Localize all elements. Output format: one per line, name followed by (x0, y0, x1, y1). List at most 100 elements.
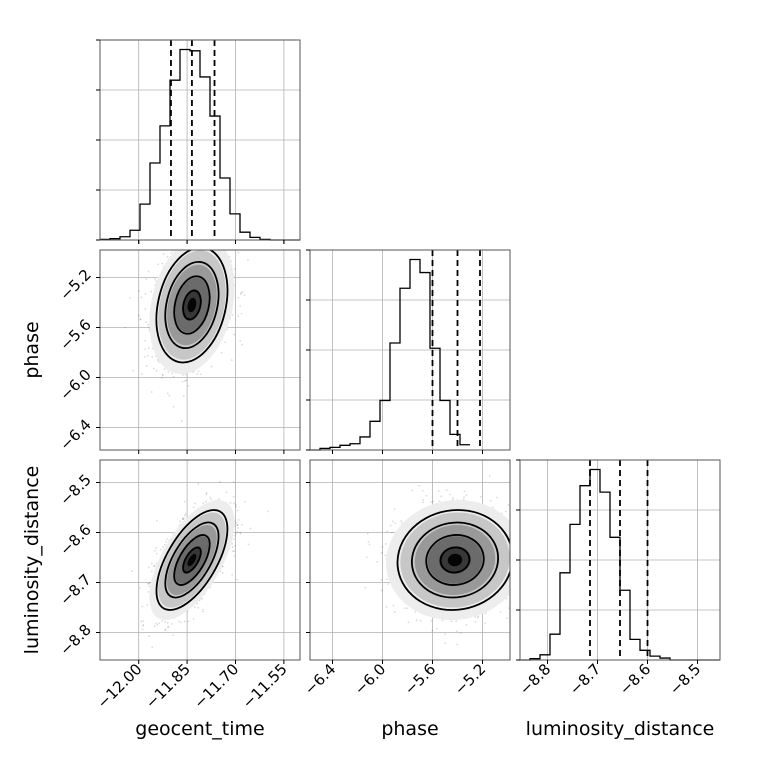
sample-point (170, 252, 172, 254)
sample-point (510, 602, 512, 604)
sample-point (512, 563, 514, 565)
sample-point (380, 551, 383, 554)
sample-point (129, 297, 132, 299)
sample-point (166, 392, 169, 395)
sample-point (236, 578, 239, 581)
sample-point (196, 230, 198, 232)
sample-point (219, 243, 221, 245)
sample-point (393, 508, 396, 511)
sample-point (166, 621, 169, 624)
sample-point (474, 616, 477, 618)
sample-point (444, 642, 447, 645)
sample-point (235, 522, 237, 524)
sample-point (157, 263, 160, 266)
sample-point (431, 629, 434, 632)
sample-point (207, 233, 209, 235)
sample-point (241, 291, 244, 293)
sample-point (236, 509, 239, 512)
sample-point (233, 550, 236, 553)
sample-point (237, 315, 240, 317)
contour-line (173, 534, 211, 586)
sample-point (215, 236, 217, 238)
sample-point (151, 355, 154, 358)
sample-point (148, 585, 151, 588)
contour-line (164, 521, 220, 599)
sample-point (197, 234, 199, 236)
sample-point (144, 292, 147, 295)
sample-point (208, 236, 210, 238)
sample-point (237, 518, 240, 521)
sample-point (237, 296, 240, 299)
sample-point (438, 500, 441, 503)
sample-point (220, 242, 222, 244)
density-panel-phase-vs-luminosity_distance (309, 459, 519, 661)
sample-point (205, 234, 207, 236)
sample-point (196, 237, 198, 239)
sample-point (167, 370, 170, 373)
sample-point (235, 506, 238, 508)
sample-point (368, 543, 371, 546)
sample-point (232, 550, 234, 553)
sample-point (171, 372, 174, 375)
sample-point (415, 619, 418, 622)
sample-point (147, 354, 149, 357)
sample-point (459, 632, 462, 635)
panel-content (124, 230, 249, 422)
contour-line (155, 509, 229, 611)
sample-point (499, 611, 502, 613)
sample-point (209, 496, 212, 499)
sample-point (455, 620, 458, 623)
sample-point (231, 546, 234, 548)
sample-point (236, 524, 239, 527)
sample-point (421, 489, 424, 492)
sample-point (146, 604, 149, 606)
sample-point (463, 496, 466, 499)
sample-point (456, 643, 459, 646)
sample-point (441, 619, 444, 622)
sample-point (182, 394, 185, 397)
sample-point (164, 620, 166, 623)
sample-point (138, 587, 141, 590)
sample-point (155, 519, 158, 522)
sample-point (517, 581, 519, 583)
sample-point (176, 248, 178, 250)
contour-line (164, 260, 220, 350)
sample-point (166, 538, 168, 540)
sample-point (227, 241, 229, 243)
sample-point (183, 620, 186, 623)
sample-point (178, 620, 181, 623)
sample-point (231, 313, 234, 316)
sample-point (142, 620, 144, 622)
sample-point (131, 570, 133, 573)
contour-line (155, 250, 229, 364)
sample-point (394, 522, 397, 525)
sample-point (400, 522, 403, 524)
sample-point (411, 489, 414, 492)
sample-point (233, 534, 236, 537)
sample-point (145, 365, 148, 367)
sample-point (241, 343, 244, 346)
sample-point (236, 530, 239, 533)
sample-point (184, 514, 186, 517)
sample-point (239, 532, 242, 535)
sample-point (237, 527, 239, 529)
sample-point (208, 245, 210, 247)
sample-point (142, 623, 145, 626)
sample-point (515, 549, 517, 551)
sample-point (385, 606, 388, 608)
sample-point (137, 314, 140, 317)
sample-point (147, 323, 149, 326)
sample-point (147, 347, 150, 349)
sample-point (181, 517, 184, 519)
sample-point (205, 493, 208, 496)
sample-point (234, 544, 236, 547)
sample-point (157, 361, 160, 364)
density-level (187, 297, 197, 313)
sample-point (183, 517, 186, 520)
sample-point (184, 373, 187, 376)
sample-point (187, 620, 190, 623)
sample-point (154, 549, 157, 552)
sample-point (155, 369, 158, 372)
sample-point (147, 582, 149, 585)
sample-point (436, 627, 438, 630)
